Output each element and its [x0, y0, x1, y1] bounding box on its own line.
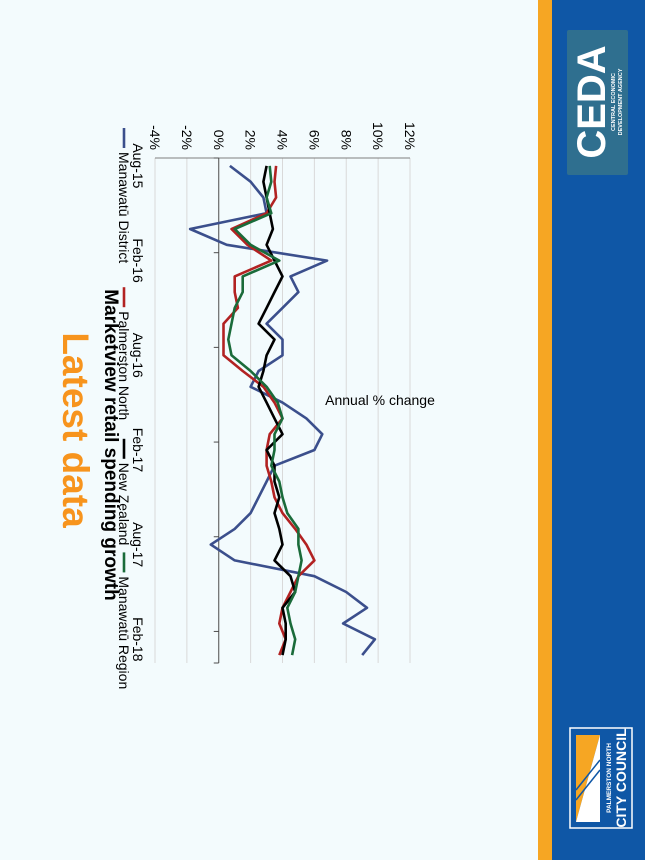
y-tick-label: 4% — [275, 130, 291, 150]
chart-x-tick-labels: Aug-15 Feb-16 Aug-16 Feb-17 Aug-17 Feb-18 — [130, 143, 146, 661]
council-logo-emblem — [575, 735, 601, 822]
council-logo-box — [569, 727, 633, 829]
series-line — [222, 165, 316, 656]
y-tick-label: -2% — [179, 125, 195, 150]
ceda-logo-box — [567, 30, 628, 175]
series-line — [226, 165, 303, 656]
legend-label: Palmerston North — [116, 311, 132, 420]
council-logo-line2: CITY COUNCIL — [613, 728, 629, 828]
chart-y-tick-labels: -4% -2% 0% 2% 4% 6% 8% 10% 12% — [147, 122, 418, 150]
y-tick-label: 2% — [243, 130, 259, 150]
y-tick-label: 12% — [402, 122, 418, 150]
ceda-logo-wordmark: CEDA — [570, 45, 614, 158]
legend-label: New Zealand — [116, 463, 132, 546]
x-tick-label: Feb-18 — [130, 617, 146, 662]
series-line — [257, 165, 297, 656]
y-tick-label: 8% — [338, 130, 354, 150]
chart-y-axis-label: Annual % change — [325, 392, 435, 408]
y-tick-label: 0% — [211, 130, 227, 150]
slide-heading: Latest data — [55, 332, 96, 528]
ceda-logo-tagline-2: DEVELOPMENT AGENCY — [618, 68, 624, 135]
x-tick-label: Feb-16 — [130, 238, 146, 283]
council-logo: PALMERSTON NORTH CITY COUNCIL — [569, 727, 633, 829]
chart-legend: Manawatū District Palmerston North New Zea… — [116, 128, 132, 689]
y-tick-label: 6% — [306, 130, 322, 150]
x-tick-label: Aug-16 — [130, 333, 146, 378]
ceda-logo: CEDA CENTRAL ECONOMIC DEVELOPMENT AGENCY — [567, 30, 628, 175]
chart-gridlines — [154, 158, 411, 663]
chart-series — [188, 164, 377, 656]
ceda-logo-tagline-1: CENTRAL ECONOMIC — [611, 73, 617, 131]
council-logo-line1: PALMERSTON NORTH — [606, 743, 613, 813]
x-tick-label: Feb-17 — [130, 428, 146, 473]
accent-stripe — [538, 0, 552, 860]
legend-label: Manawatū Region — [116, 576, 132, 689]
chart-rotated: Marketview retail spending growth Manawa… — [100, 122, 435, 689]
x-tick-label: Aug-17 — [130, 522, 146, 567]
y-tick-label: -4% — [147, 125, 163, 150]
x-tick-label: Aug-15 — [130, 143, 146, 188]
y-tick-label: 10% — [370, 122, 386, 150]
chart-title: Marketview retail spending growth — [100, 289, 121, 600]
legend-label: Manawatū District — [116, 152, 132, 263]
